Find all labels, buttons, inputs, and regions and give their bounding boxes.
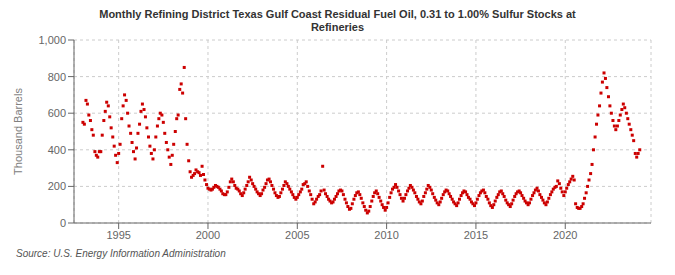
html-text:Source: U.S. Energy Informatio: Source: U.S. Energy Information Administ…: [16, 248, 226, 259]
svg-text:1,000: 1,000: [38, 34, 66, 46]
svg-text:1995: 1995: [106, 229, 130, 241]
svg-text:2000: 2000: [196, 229, 220, 241]
html-text:Refineries: Refineries: [310, 21, 365, 33]
svg-text:Thousand Barrels: Thousand Barrels: [12, 88, 24, 175]
svg-text:800: 800: [48, 71, 66, 83]
svg-text:2005: 2005: [285, 229, 309, 241]
svg-text:2015: 2015: [464, 229, 488, 241]
svg-text:400: 400: [48, 144, 66, 156]
svg-text:0: 0: [60, 217, 66, 229]
svg-text:200: 200: [48, 180, 66, 192]
svg-text:2020: 2020: [553, 229, 577, 241]
svg-text:600: 600: [48, 107, 66, 119]
html-text:Monthly Refining District Texa: Monthly Refining District Texas Gulf Coa…: [99, 8, 576, 20]
svg-text:2010: 2010: [374, 229, 398, 241]
